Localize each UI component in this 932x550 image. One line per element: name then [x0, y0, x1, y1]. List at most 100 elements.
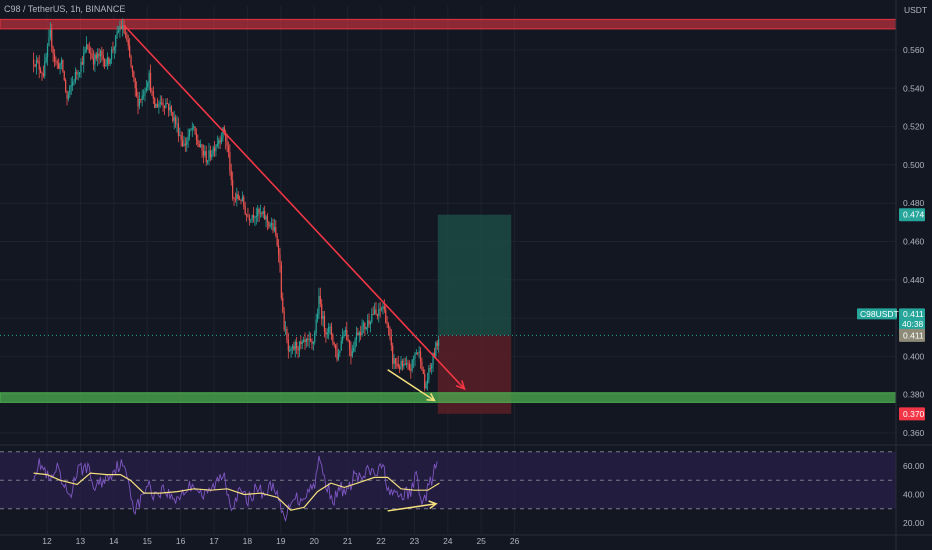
candle-body: [325, 331, 327, 335]
candle-down: [52, 45, 54, 63]
candle-down: [399, 364, 401, 374]
support-zone: [0, 392, 897, 403]
candle-body: [204, 151, 206, 156]
ma-price-badge-text: 0.411: [903, 330, 924, 340]
candle-body: [149, 72, 152, 92]
candle-body: [392, 345, 394, 364]
target-price-badge-text: 0.474: [903, 210, 925, 220]
candle-up: [99, 49, 102, 63]
candle-body: [404, 363, 406, 365]
candle-body: [438, 339, 440, 347]
candle-body: [177, 123, 179, 136]
candle-up: [431, 362, 433, 375]
candle-body: [255, 215, 257, 218]
candle-up: [70, 77, 72, 95]
candle-up: [208, 143, 210, 166]
candle-up: [412, 355, 415, 369]
candle-up: [418, 346, 420, 359]
candle-up: [328, 322, 330, 340]
candle-up: [144, 87, 146, 102]
candle-up: [158, 100, 160, 114]
candle-down: [136, 81, 138, 98]
candle-down: [309, 332, 312, 343]
candle-down: [311, 338, 313, 350]
candle-body: [378, 308, 380, 316]
candle-body: [233, 197, 235, 199]
candle-body: [239, 198, 241, 200]
candle-body: [237, 194, 239, 199]
candle-up: [425, 381, 427, 390]
countdown-text: 40:38: [902, 319, 924, 329]
candle-up: [365, 326, 367, 331]
candle-down: [404, 357, 406, 365]
candle-body: [424, 373, 426, 389]
candle-down: [202, 144, 205, 164]
candle-body: [194, 126, 196, 134]
candle-up: [77, 70, 79, 81]
candle-body: [251, 214, 253, 220]
candle-down: [276, 233, 278, 248]
candle-body: [330, 326, 333, 336]
candle-down: [232, 171, 234, 201]
price-tick-label: 0.560: [903, 45, 925, 55]
candle-up: [212, 145, 214, 157]
candle-body: [266, 216, 269, 222]
candle-body: [343, 332, 345, 336]
candle-down: [101, 46, 103, 62]
candle-down: [102, 49, 104, 67]
candle-down: [364, 321, 366, 336]
ma-price-badge-bg: [899, 328, 925, 342]
candle-down: [304, 332, 306, 350]
candle-down: [258, 207, 260, 222]
candle-body: [286, 328, 288, 340]
candle-body: [165, 103, 167, 108]
candle-up: [200, 139, 202, 148]
candle-down: [108, 56, 110, 67]
candle-body: [319, 295, 321, 305]
candle-down: [180, 131, 182, 147]
candle-body: [35, 60, 38, 67]
candle-body: [59, 63, 61, 69]
candle-down: [385, 305, 387, 324]
candle-up: [351, 344, 353, 358]
last-price-badge-text: 0.411: [903, 309, 924, 319]
candle-body: [293, 346, 295, 350]
candle-up: [316, 308, 319, 323]
candle-body: [362, 323, 365, 327]
candle-up: [216, 135, 218, 148]
candle-up: [236, 187, 238, 207]
candle-body: [129, 45, 131, 57]
candle-body: [101, 51, 103, 56]
candle-up: [291, 344, 294, 355]
time-tick-label: 13: [76, 536, 86, 546]
candle-body: [410, 369, 412, 371]
candle-up: [259, 204, 262, 218]
candle-body: [69, 86, 71, 95]
candle-body: [368, 320, 370, 325]
candle-up: [119, 20, 121, 38]
candle-body: [262, 211, 264, 215]
candle-down: [37, 57, 39, 64]
time-tick-label: 15: [142, 536, 152, 546]
candle-up: [218, 137, 220, 150]
candle-body: [179, 135, 181, 137]
candle-body: [300, 341, 302, 345]
candle-body: [371, 313, 373, 322]
candle-up: [173, 110, 175, 130]
candle-down: [223, 125, 225, 136]
candle-down: [162, 98, 164, 112]
time-tick-label: 22: [376, 536, 386, 546]
candle-down: [325, 327, 327, 343]
candle-down: [168, 103, 170, 117]
candle-up: [393, 354, 395, 370]
candle-up: [142, 89, 145, 100]
candle-up: [67, 91, 70, 102]
candle-up: [169, 100, 171, 116]
candle-body: [113, 46, 115, 51]
candle-down: [234, 192, 237, 203]
candle-body: [258, 208, 260, 214]
candle-body: [53, 53, 56, 61]
candle-body: [396, 363, 398, 365]
candle-down: [151, 87, 153, 96]
